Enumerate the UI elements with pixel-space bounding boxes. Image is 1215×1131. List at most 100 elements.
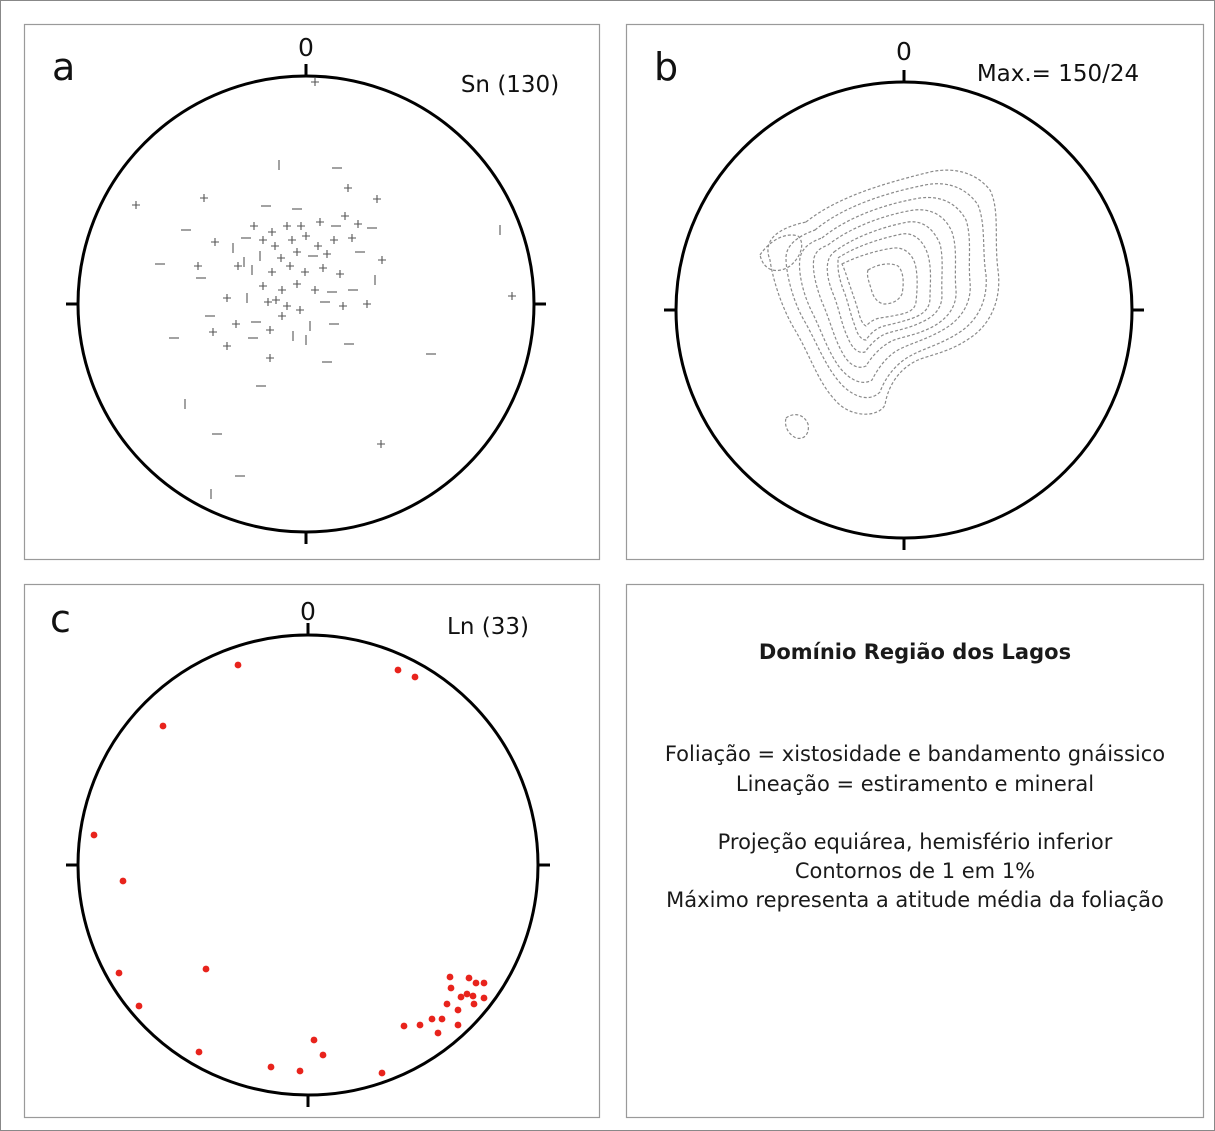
panel-c-frame — [23, 583, 601, 1119]
pole-symbol — [293, 280, 301, 288]
lineation-point — [428, 1015, 436, 1023]
foliation-poles — [132, 78, 516, 499]
pole-symbol — [234, 262, 242, 270]
pole-symbol — [301, 268, 309, 276]
lineation-point — [267, 1063, 275, 1071]
lineation-point — [447, 984, 455, 992]
pole-symbol — [286, 262, 294, 270]
contour-1 — [767, 169, 1000, 415]
lineation-point — [115, 969, 123, 977]
lineation-point — [319, 1051, 327, 1059]
contour-6 — [837, 233, 932, 341]
panel-c-caption: Ln (33) — [447, 614, 529, 640]
lineation-point — [411, 673, 419, 681]
lineation-point — [457, 993, 465, 1001]
pole-symbol — [259, 282, 267, 290]
pole-symbol — [266, 354, 274, 362]
legend-title: Domínio Região dos Lagos — [758, 640, 1072, 664]
lineation-point — [119, 877, 127, 885]
panel-b-letter: b — [654, 45, 678, 89]
pole-symbol — [377, 440, 385, 448]
lineation-point — [378, 1069, 386, 1077]
pole-symbol — [268, 268, 276, 276]
lineation-point — [463, 990, 471, 998]
pole-symbol — [293, 248, 301, 256]
pole-symbol — [266, 326, 274, 334]
lineation-point — [234, 661, 242, 669]
density-contours — [759, 169, 1000, 439]
lineation-point — [438, 1015, 446, 1023]
lineation-point — [202, 965, 210, 973]
pole-symbol — [259, 236, 267, 244]
lineation-point — [480, 979, 488, 987]
panel-a-primitive-circle — [76, 74, 536, 534]
panel-b-north-label: 0 — [896, 37, 912, 66]
lineation-point — [465, 974, 473, 982]
panel-c-letter: c — [50, 597, 71, 641]
pole-symbol — [209, 328, 217, 336]
legend-line-lineation: Lineação = estiramento e mineral — [735, 772, 1095, 796]
lineation-point — [470, 1000, 478, 1008]
pole-symbol — [277, 254, 285, 262]
panel-a-north-label: 0 — [298, 33, 314, 62]
pole-symbol — [272, 296, 280, 304]
pole-symbol — [330, 236, 338, 244]
lineation-point — [296, 1067, 304, 1075]
contour-3 — [798, 196, 971, 383]
pole-symbol — [232, 320, 240, 328]
pole-symbol — [373, 195, 381, 203]
lineation-point — [90, 831, 98, 839]
pole-symbol — [297, 222, 305, 230]
pole-symbol — [314, 242, 322, 250]
pole-symbol — [339, 302, 347, 310]
panel-a-letter: a — [52, 45, 75, 89]
contour-max — [866, 263, 904, 305]
legend-panel: Domínio Região dos Lagos Foliação = xist… — [626, 584, 1204, 1117]
lineation-point — [434, 1029, 442, 1037]
lineation-point — [195, 1048, 203, 1056]
pole-symbol — [363, 300, 371, 308]
lineation-point — [416, 1021, 424, 1029]
panel-a: a 0 Sn (130) — [23, 23, 601, 561]
panel-b-caption: Max.= 150/24 — [977, 61, 1139, 87]
lineation-point — [446, 973, 454, 981]
pole-symbol — [268, 228, 276, 236]
pole-symbol — [200, 194, 208, 202]
panel-b-frame — [625, 23, 1205, 561]
pole-symbol — [211, 238, 219, 246]
pole-symbol — [283, 222, 291, 230]
pole-symbol — [278, 286, 286, 294]
panel-a-caption: Sn (130) — [461, 72, 559, 98]
pole-symbol — [223, 294, 231, 302]
lineation-point — [454, 1021, 462, 1029]
lineation-point — [469, 992, 477, 1000]
pole-symbol — [354, 220, 362, 228]
pole-symbol — [341, 212, 349, 220]
pole-symbol — [250, 222, 258, 230]
contour-7 — [841, 247, 918, 327]
panel-c-primitive-circle — [76, 633, 540, 1097]
pole-symbol — [316, 218, 324, 226]
pole-symbol — [264, 298, 272, 306]
pole-symbol — [271, 242, 279, 250]
pole-symbol — [132, 201, 140, 209]
pole-symbol — [348, 234, 356, 242]
panel-c: c 0 Ln (33) — [23, 583, 601, 1119]
pole-symbol — [311, 78, 319, 86]
pole-symbol — [336, 270, 344, 278]
lineation-point — [135, 1002, 143, 1010]
pole-symbol — [302, 232, 310, 240]
panel-a-frame — [23, 23, 601, 561]
lineation-point — [454, 1006, 462, 1014]
panel-b-primitive-circle — [674, 80, 1134, 540]
lineation-point — [159, 722, 167, 730]
contour-4 — [812, 209, 957, 368]
pole-symbol — [508, 292, 516, 300]
pole-symbol — [288, 236, 296, 244]
lineation-point — [443, 1000, 451, 1008]
contour-5 — [826, 221, 943, 353]
legend-line-maximum: Máximo representa a atitude média da fol… — [666, 888, 1164, 912]
pole-symbol — [378, 256, 386, 264]
pole-symbol — [344, 184, 352, 192]
